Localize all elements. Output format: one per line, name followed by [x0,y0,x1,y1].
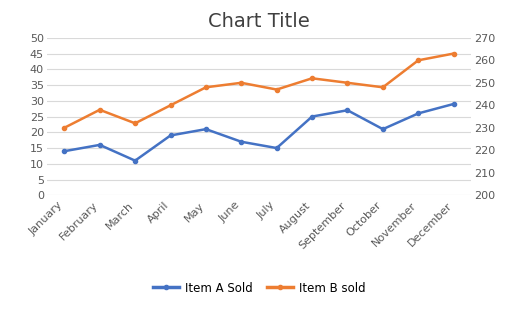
Item B sold [344,81,351,85]
Item B sold [203,85,209,89]
Item A Sold [203,127,209,131]
Item B sold [238,81,244,85]
Item B sold [61,126,67,130]
Item A Sold [451,102,457,106]
Item B sold [167,103,174,107]
Item A Sold [415,112,421,115]
Item B sold [415,58,421,62]
Item B sold [309,77,315,80]
Item B sold [96,108,103,112]
Line: Item A Sold: Item A Sold [62,102,456,163]
Item A Sold [274,146,280,150]
Item A Sold [309,115,315,118]
Legend: Item A Sold, Item B sold: Item A Sold, Item B sold [148,277,370,299]
Item A Sold [380,127,386,131]
Item B sold [132,121,138,125]
Item A Sold [96,143,103,147]
Line: Item B sold: Item B sold [62,51,456,130]
Item B sold [274,88,280,91]
Item A Sold [132,159,138,163]
Item A Sold [238,140,244,144]
Item B sold [451,52,457,55]
Title: Chart Title: Chart Title [208,12,310,31]
Item A Sold [61,149,67,153]
Item B sold [380,85,386,89]
Item A Sold [167,134,174,137]
Item A Sold [344,108,351,112]
